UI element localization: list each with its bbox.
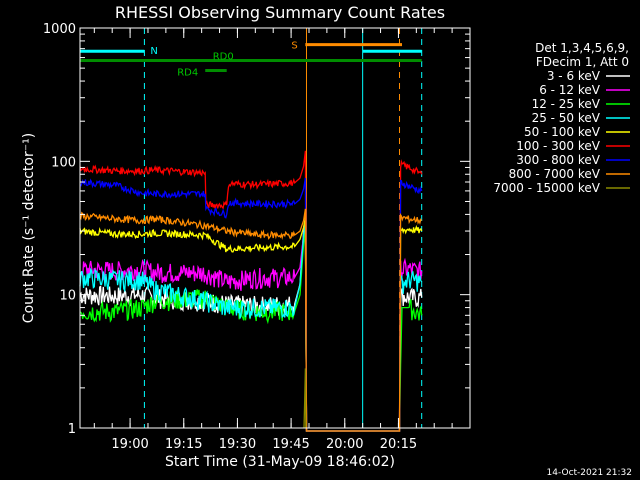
flag-label-5: RD0 xyxy=(213,52,234,63)
legend-title-line: Det 1,3,4,5,6,9, xyxy=(535,41,629,55)
legend-entry-label: 100 - 300 keV xyxy=(516,139,600,153)
x-tick-label-2: 19:30 xyxy=(219,437,256,452)
legend-title-line: FDecim 1, Att 0 xyxy=(536,55,629,69)
legend-entry-label: 12 - 25 keV xyxy=(532,97,601,111)
series-line-8 xyxy=(303,368,307,429)
x-axis-label: Start Time (31-May-09 18:46:02) xyxy=(165,454,395,470)
y-tick-label-1: 10 xyxy=(59,289,76,304)
x-tick-label-0: 19:00 xyxy=(111,437,148,452)
legend-entry-label: 3 - 6 keV xyxy=(547,69,601,83)
legend-entry-label: 25 - 50 keV xyxy=(532,111,601,125)
x-tick-label-3: 19:45 xyxy=(272,437,309,452)
footer-timestamp: 14-Oct-2021 21:32 xyxy=(547,468,632,478)
chart-title: RHESSI Observing Summary Count Rates xyxy=(115,3,445,22)
x-tick-label-5: 20:15 xyxy=(380,437,417,452)
series-line-7 xyxy=(79,208,423,432)
y-axis-label: Count Rate (s⁻¹ detector⁻¹) xyxy=(21,133,37,323)
y-tick-label-3: 1000 xyxy=(43,22,76,37)
legend-entry-label: 50 - 100 keV xyxy=(524,125,601,139)
legend-entry-label: 300 - 800 keV xyxy=(516,153,600,167)
flag-label-6: RD4 xyxy=(177,68,198,79)
legend-entry-label: 800 - 7000 keV xyxy=(509,167,601,181)
legend-entry-label: 7000 - 15000 keV xyxy=(493,181,600,195)
plot-frame xyxy=(79,27,471,429)
legend-entry-label: 6 - 12 keV xyxy=(539,83,601,97)
flag-label-2: S xyxy=(291,41,297,52)
y-tick-label-2: 100 xyxy=(51,155,76,170)
x-tick-label-4: 20:00 xyxy=(326,437,363,452)
y-tick-label-0: 1 xyxy=(68,422,76,437)
x-tick-label-1: 19:15 xyxy=(165,437,202,452)
flag-label-0: N xyxy=(150,46,157,57)
